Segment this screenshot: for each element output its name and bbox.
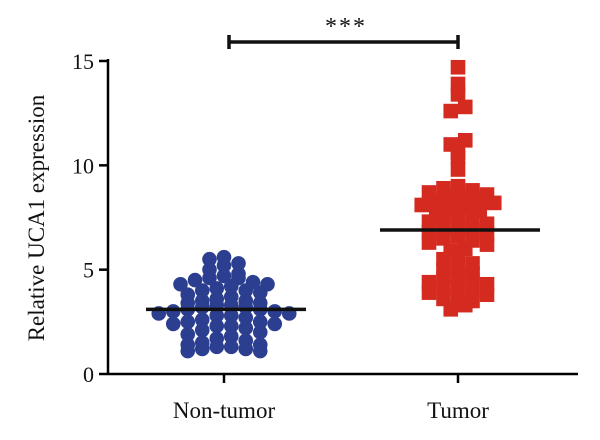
data-point-non-tumor (202, 251, 217, 267)
data-point-non-tumor (216, 258, 232, 273)
data-point-non-tumor (194, 341, 210, 357)
x-tick-label-tumor: Tumor (427, 398, 489, 423)
data-point-non-tumor (267, 316, 283, 332)
data-point-tumor (479, 287, 495, 303)
data-points (151, 59, 502, 359)
data-point-non-tumor (202, 270, 217, 286)
data-point-tumor (479, 237, 495, 252)
data-point-tumor (450, 59, 466, 75)
data-point-non-tumor (267, 304, 283, 319)
data-point-non-tumor (238, 320, 254, 336)
data-point-non-tumor (194, 312, 210, 328)
data-point-non-tumor (238, 341, 254, 357)
data-point-non-tumor (173, 276, 188, 292)
data-point-tumor (457, 99, 473, 115)
data-point-non-tumor (223, 279, 239, 294)
data-point-tumor (443, 189, 459, 204)
data-point-non-tumor (209, 318, 225, 334)
data-point-non-tumor (252, 285, 268, 300)
data-point-tumor (414, 197, 430, 213)
axes: 0 5 10 15 Non-tumor Tumor (72, 49, 578, 423)
y-tick-label: 5 (83, 258, 94, 283)
data-point-tumor (486, 195, 502, 211)
data-point-non-tumor (252, 314, 268, 330)
data-point-tumor (436, 231, 451, 246)
data-point-tumor (421, 235, 437, 250)
data-point-tumor (472, 191, 488, 207)
data-point-tumor (450, 162, 466, 177)
y-axis-title: Relative UCA1 expression (24, 94, 49, 341)
significance-annotation: *** (227, 14, 460, 49)
data-point-tumor (443, 103, 459, 119)
data-point-tumor (457, 297, 473, 313)
data-point-non-tumor (165, 316, 181, 332)
data-point-non-tumor (223, 339, 239, 355)
data-point-non-tumor (209, 281, 225, 296)
mean-lines (146, 228, 540, 312)
data-point-non-tumor (223, 329, 239, 344)
data-point-tumor (428, 193, 444, 209)
data-point-non-tumor (209, 308, 225, 323)
data-point-non-tumor (194, 283, 210, 298)
data-point-non-tumor (252, 343, 268, 359)
data-point-non-tumor (187, 272, 203, 288)
y-tick-label: 10 (72, 153, 94, 178)
data-point-non-tumor (238, 310, 254, 325)
data-point-tumor (450, 149, 466, 165)
data-point-non-tumor (252, 324, 268, 340)
data-point-non-tumor (223, 308, 239, 323)
data-point-non-tumor (180, 327, 196, 342)
data-point-tumor (457, 132, 473, 148)
data-point-non-tumor (216, 268, 232, 284)
data-point-non-tumor (223, 318, 239, 334)
data-point-non-tumor (194, 299, 210, 315)
data-point-non-tumor (209, 339, 225, 355)
data-point-non-tumor (238, 283, 254, 298)
y-tick-label: 0 (83, 362, 94, 387)
data-point-tumor (421, 285, 437, 300)
data-point-tumor (450, 228, 466, 244)
data-point-tumor (450, 247, 466, 263)
data-point-tumor (443, 302, 459, 317)
data-point-non-tumor (194, 322, 210, 338)
data-point-non-tumor (180, 343, 196, 359)
y-tick-label: 15 (72, 49, 94, 74)
data-point-non-tumor (165, 304, 181, 319)
data-point-non-tumor (180, 314, 196, 330)
significance-label: *** (325, 14, 367, 40)
data-point-tumor (450, 87, 466, 102)
x-tick-label-non-tumor: Non-tumor (173, 398, 276, 423)
data-point-non-tumor (231, 256, 246, 271)
